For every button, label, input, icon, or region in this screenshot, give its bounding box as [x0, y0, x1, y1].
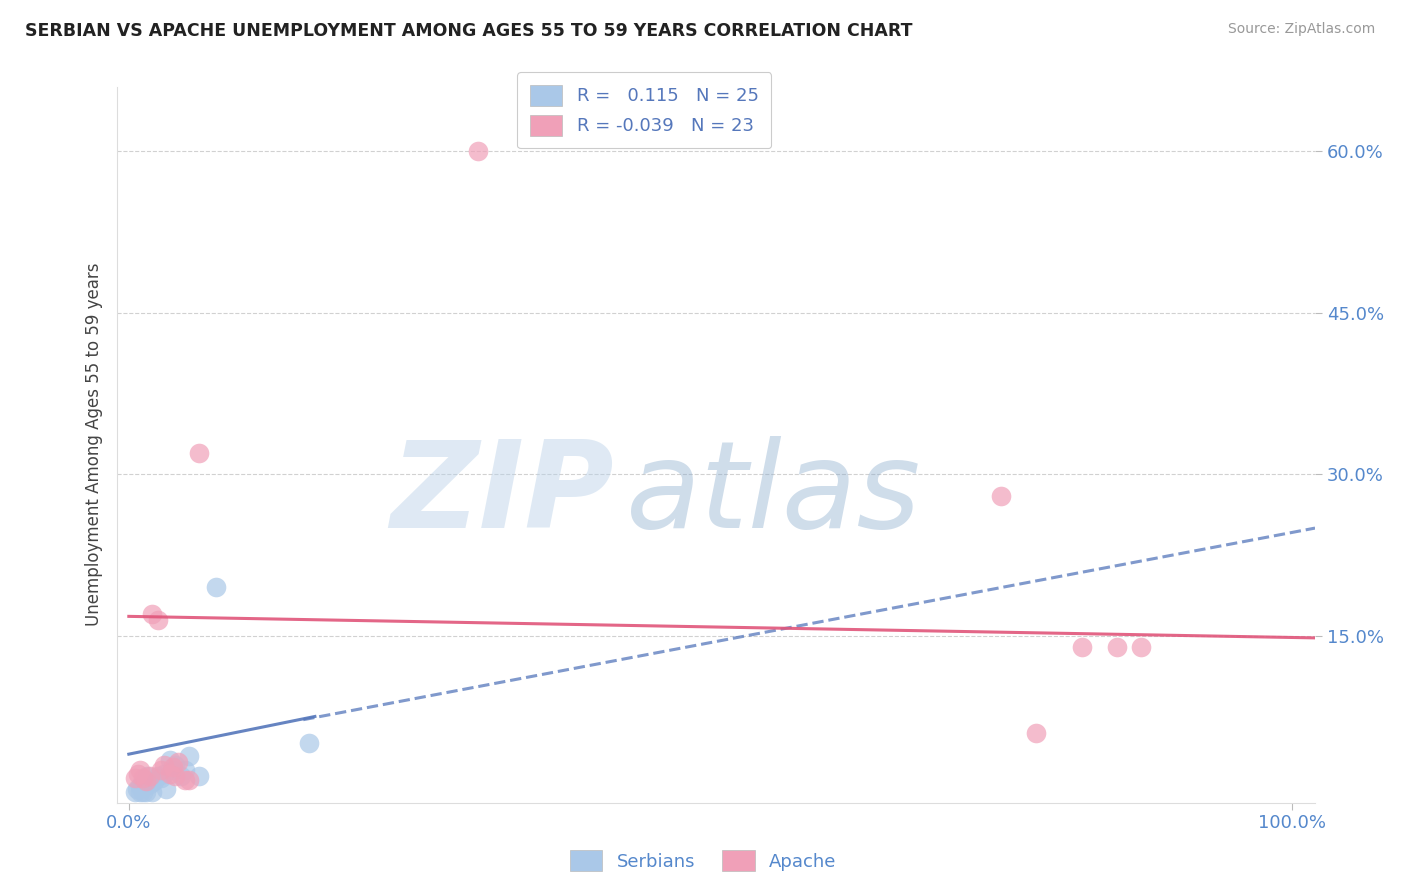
- Legend: Serbians, Apache: Serbians, Apache: [562, 843, 844, 879]
- Point: [159, 752, 181, 766]
- Point: [141, 785, 163, 799]
- Point: [136, 769, 159, 783]
- Point: [159, 766, 181, 780]
- Point: [127, 766, 149, 780]
- Point: [132, 780, 155, 794]
- Point: [155, 781, 177, 796]
- Point: [124, 785, 146, 799]
- Point: [152, 766, 174, 780]
- Point: [150, 771, 173, 785]
- Point: [179, 749, 201, 764]
- Point: [1107, 640, 1129, 654]
- Point: [141, 607, 163, 622]
- Point: [135, 785, 157, 799]
- Point: [1025, 725, 1047, 739]
- Point: [166, 755, 188, 769]
- Point: [135, 774, 157, 789]
- Text: SERBIAN VS APACHE UNEMPLOYMENT AMONG AGES 55 TO 59 YEARS CORRELATION CHART: SERBIAN VS APACHE UNEMPLOYMENT AMONG AGE…: [25, 22, 912, 40]
- Point: [139, 769, 162, 783]
- Point: [173, 764, 195, 778]
- Text: ZIP: ZIP: [391, 436, 614, 553]
- Text: Source: ZipAtlas.com: Source: ZipAtlas.com: [1227, 22, 1375, 37]
- Point: [152, 758, 174, 772]
- Point: [125, 781, 148, 796]
- Point: [162, 764, 184, 778]
- Point: [170, 769, 193, 783]
- Point: [146, 769, 169, 783]
- Point: [136, 774, 159, 789]
- Point: [132, 785, 155, 799]
- Point: [132, 771, 155, 785]
- Legend: R =   0.115   N = 25, R = -0.039   N = 23: R = 0.115 N = 25, R = -0.039 N = 23: [517, 72, 772, 148]
- Point: [150, 764, 173, 778]
- Point: [990, 489, 1012, 503]
- Point: [467, 145, 489, 159]
- Point: [129, 780, 152, 794]
- Point: [298, 736, 321, 750]
- Point: [165, 758, 187, 772]
- Text: atlas: atlas: [626, 436, 922, 553]
- Y-axis label: Unemployment Among Ages 55 to 59 years: Unemployment Among Ages 55 to 59 years: [86, 263, 103, 626]
- Point: [162, 760, 184, 774]
- Point: [143, 774, 166, 789]
- Point: [139, 777, 162, 791]
- Point: [129, 785, 152, 799]
- Point: [1129, 640, 1152, 654]
- Point: [129, 764, 152, 778]
- Point: [124, 771, 146, 785]
- Point: [187, 446, 209, 460]
- Point: [146, 613, 169, 627]
- Point: [1071, 640, 1094, 654]
- Point: [173, 772, 195, 787]
- Point: [179, 772, 201, 787]
- Point: [187, 769, 209, 783]
- Point: [205, 580, 228, 594]
- Point: [165, 769, 187, 783]
